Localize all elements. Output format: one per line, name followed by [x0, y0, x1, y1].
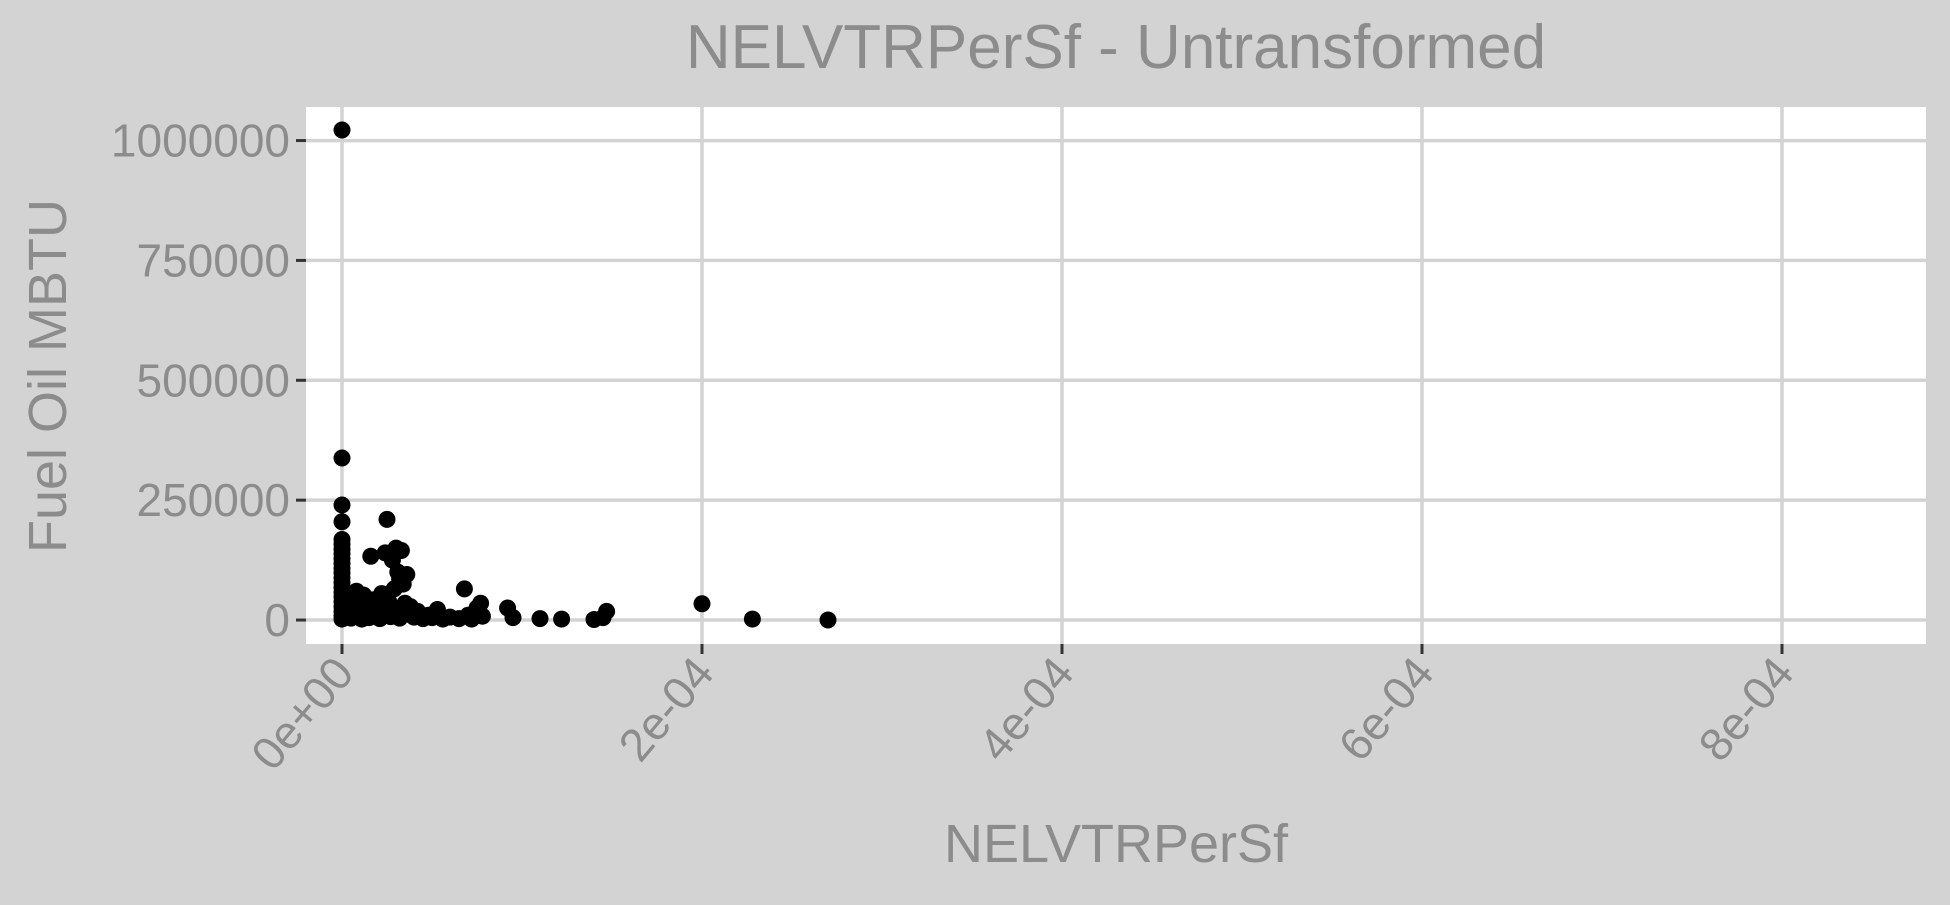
- data-point: [553, 610, 571, 628]
- y-tick-label: 250000: [137, 474, 291, 526]
- data-point: [504, 609, 522, 627]
- y-tick-label: 0: [264, 594, 290, 646]
- data-point: [598, 602, 616, 620]
- data-point: [398, 565, 416, 583]
- y-tick-label: 1000000: [111, 115, 290, 167]
- y-tick-label: 500000: [137, 354, 291, 406]
- y-axis-label: Fuel Oil MBTU: [18, 199, 78, 553]
- data-points: [333, 121, 837, 629]
- data-point: [531, 610, 549, 628]
- data-point: [473, 607, 491, 625]
- x-axis-label: NELVTRPerSf: [944, 814, 1289, 874]
- data-point: [455, 580, 473, 598]
- grid-lines: [306, 107, 1926, 644]
- data-point: [819, 611, 837, 629]
- data-point: [333, 513, 351, 531]
- y-tick-label: 750000: [137, 234, 291, 286]
- data-point: [333, 121, 351, 139]
- data-point: [378, 510, 396, 528]
- data-point: [472, 594, 490, 612]
- data-point: [392, 542, 410, 560]
- data-point: [693, 595, 711, 613]
- data-point: [333, 496, 351, 514]
- data-point: [743, 610, 761, 628]
- chart-title: NELVTRPerSf - Untransformed: [686, 13, 1546, 82]
- data-point: [362, 547, 380, 565]
- plot-panel: [306, 107, 1926, 644]
- data-point: [333, 449, 351, 467]
